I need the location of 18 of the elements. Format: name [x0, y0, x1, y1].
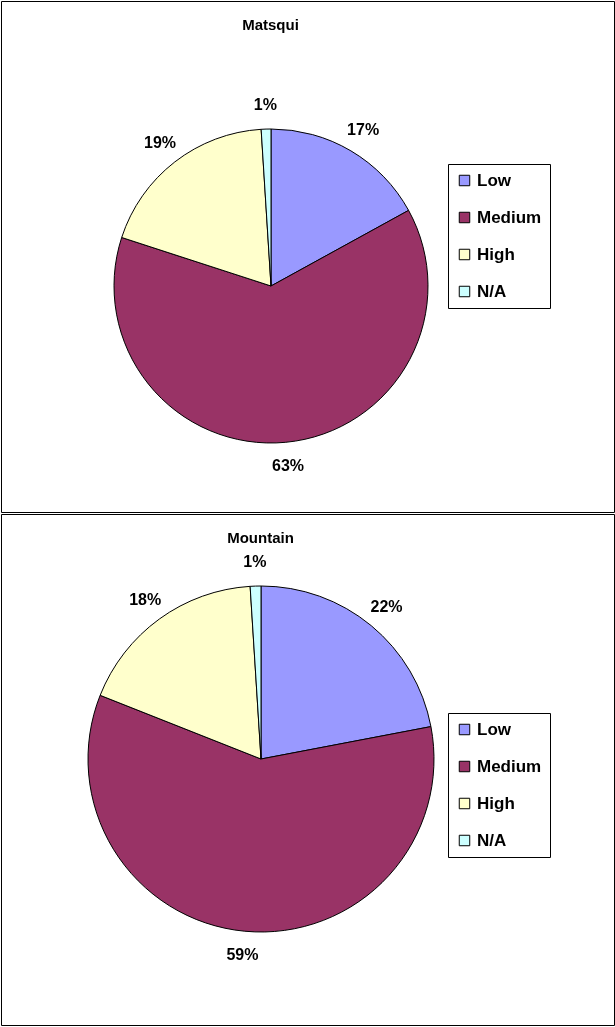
data-label: 18%	[129, 590, 162, 608]
legend-label: N/A	[477, 281, 507, 301]
data-label: 1%	[253, 96, 277, 114]
legend-label: Low	[477, 170, 512, 190]
data-label: 1%	[243, 553, 267, 571]
legend-label: N/A	[477, 830, 507, 850]
chart-title: Matsqui	[242, 16, 299, 33]
data-label: 19%	[144, 133, 177, 151]
chart-title: Mountain	[227, 529, 294, 546]
legend-label: Low	[477, 719, 512, 739]
legend-label: High	[477, 244, 515, 264]
legend-label: High	[477, 793, 515, 813]
data-label: 63%	[272, 457, 305, 475]
data-label: 17%	[347, 121, 380, 139]
legend-label: Medium	[477, 756, 542, 776]
data-label: 59%	[226, 946, 259, 964]
data-label: 22%	[370, 598, 403, 616]
legend-label: Medium	[477, 207, 542, 227]
